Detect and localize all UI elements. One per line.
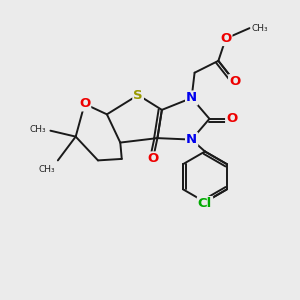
Text: O: O [226, 112, 237, 125]
Text: N: N [186, 133, 197, 146]
Text: CH₃: CH₃ [251, 24, 268, 33]
Text: N: N [186, 92, 197, 104]
Text: O: O [79, 98, 90, 110]
Text: O: O [229, 75, 240, 88]
Text: Cl: Cl [198, 197, 212, 210]
Text: CH₃: CH₃ [29, 125, 46, 134]
Text: CH₃: CH₃ [38, 165, 55, 174]
Text: S: S [133, 88, 143, 101]
Text: O: O [220, 32, 231, 45]
Text: O: O [147, 152, 159, 165]
